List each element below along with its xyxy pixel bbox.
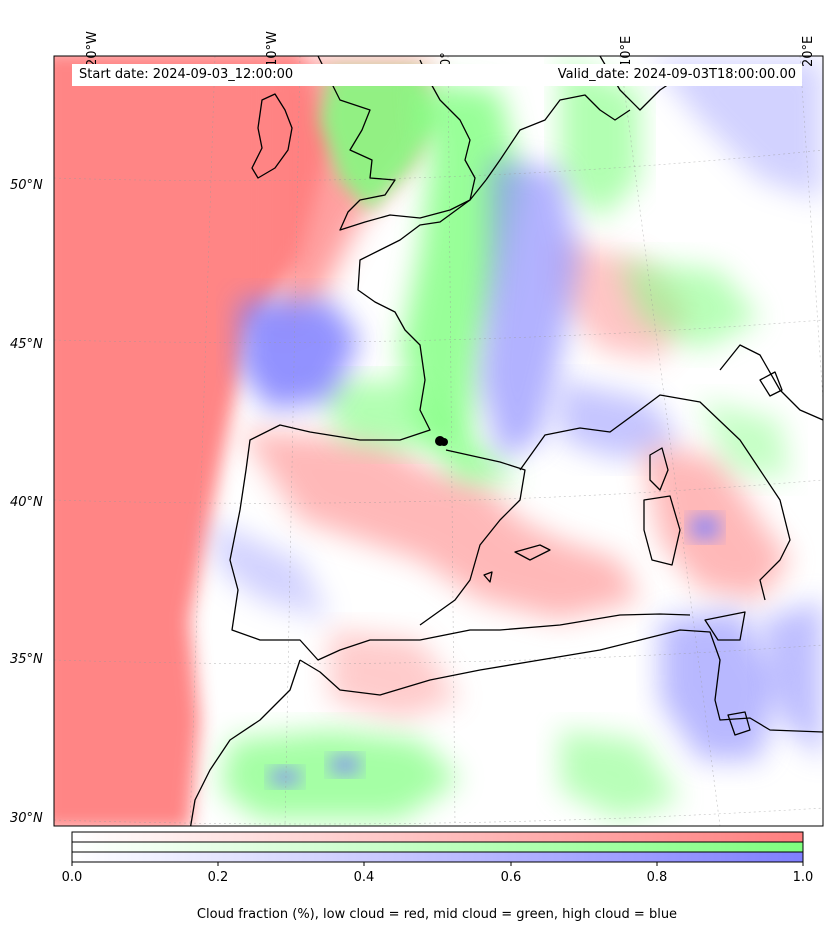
lat-label-50n: 50°N xyxy=(10,178,43,193)
location-marker xyxy=(435,436,448,446)
lon-label-10w: 10°W xyxy=(265,31,280,67)
lon-label-20e: 20°E xyxy=(801,35,816,67)
date-banner: Start date: 2024-09-03_12:00:00 Valid_da… xyxy=(72,64,802,86)
colorbar-tick-4: 0.8 xyxy=(646,870,668,885)
lat-label-30n: 30°N xyxy=(10,811,43,826)
lat-label-35n: 35°N xyxy=(10,652,43,667)
colorbar-high-cloud xyxy=(72,852,803,862)
high-cloud-layer xyxy=(210,60,823,786)
colorbar-tick-5: 1.0 xyxy=(792,870,814,885)
map-area xyxy=(54,56,823,826)
lon-label-10e: 10°E xyxy=(619,35,634,67)
colorbar-tick-2: 0.4 xyxy=(353,870,375,885)
lat-label-45n: 45°N xyxy=(10,337,43,352)
colorbar-tick-3: 0.6 xyxy=(500,870,522,885)
gridlines xyxy=(54,56,823,826)
colorbar-tick-0: 0.0 xyxy=(61,870,83,885)
map-frame xyxy=(53,55,824,827)
colorbar-title: Cloud fraction (%), low cloud = red, mid… xyxy=(196,907,678,922)
lon-label-20w: 20°W xyxy=(85,31,100,67)
colorbar xyxy=(71,831,804,866)
colorbar-low-cloud xyxy=(72,832,803,842)
colorbar-mid-cloud xyxy=(72,842,803,852)
start-date-text: Start date: 2024-09-03_12:00:00 xyxy=(79,67,294,82)
lat-label-40n: 40°N xyxy=(10,495,43,510)
colorbar-tick-1: 0.2 xyxy=(207,870,229,885)
valid-date-text: Valid_date: 2024-09-03T18:00:00.00 xyxy=(557,67,796,82)
